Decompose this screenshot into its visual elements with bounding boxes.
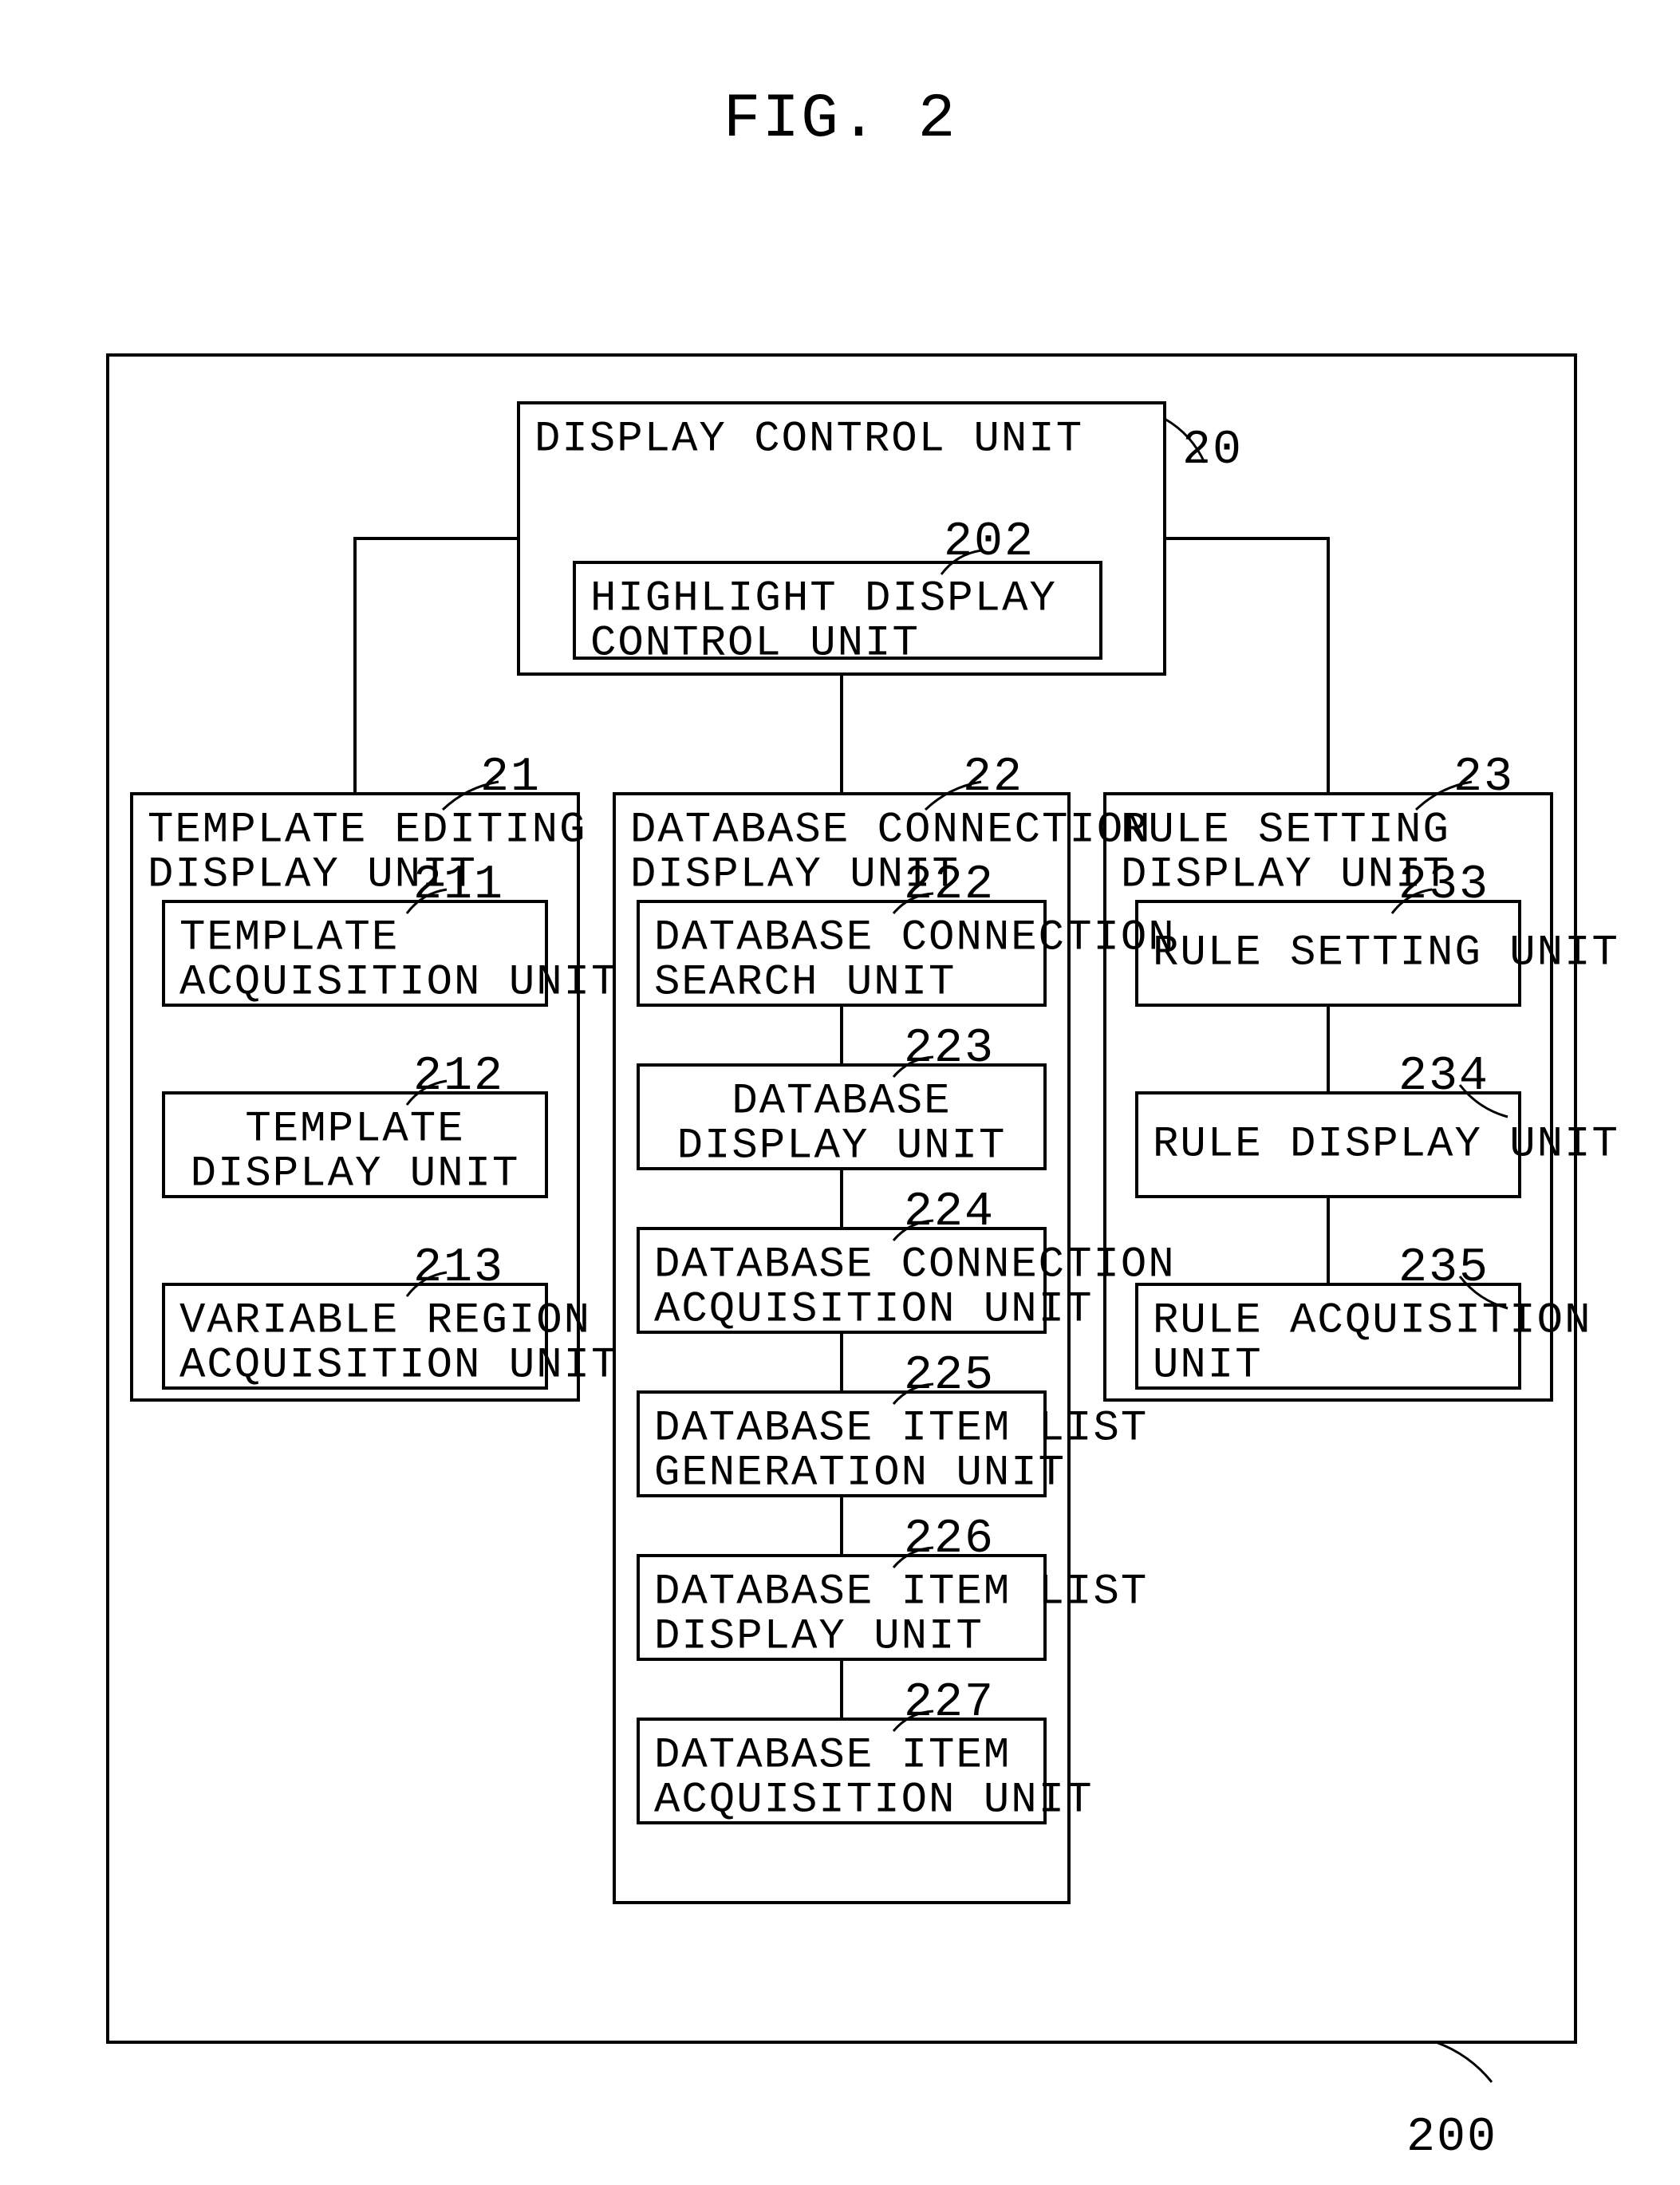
ref-224: 224 — [904, 1185, 995, 1240]
node-label-202-l1: CONTROL UNIT — [590, 620, 920, 669]
node-label-223-l0: DATABASE — [732, 1078, 951, 1126]
ref-233: 233 — [1398, 858, 1489, 913]
node-label-23-l0: RULE SETTING — [1121, 807, 1450, 855]
ref-20: 20 — [1182, 424, 1243, 478]
node-label-233-l0: RULE SETTING UNIT — [1153, 929, 1619, 978]
ref-235: 235 — [1398, 1241, 1489, 1296]
node-label-212-l1: DISPLAY UNIT — [191, 1150, 520, 1199]
node-label-234-l0: RULE DISPLAY UNIT — [1153, 1121, 1619, 1169]
node-label-22-l0: DATABASE CONNECTION — [630, 807, 1152, 855]
node-label-227-l0: DATABASE ITEM — [654, 1732, 1011, 1781]
node-label-235-l0: RULE ACQUISITION — [1153, 1297, 1591, 1346]
ref-202: 202 — [944, 515, 1035, 570]
node-label-226-l0: DATABASE ITEM LIST — [654, 1568, 1148, 1617]
ref-234: 234 — [1398, 1050, 1489, 1104]
ref-227: 227 — [904, 1676, 995, 1730]
ref-226: 226 — [904, 1513, 995, 1567]
node-label-235-l1: UNIT — [1153, 1342, 1263, 1390]
node-label-225-l1: GENERATION UNIT — [654, 1449, 1066, 1498]
ref-225: 225 — [904, 1349, 995, 1403]
node-label-211-l0: TEMPLATE — [179, 914, 399, 963]
ref-223: 223 — [904, 1022, 995, 1076]
node-label-21-l0: TEMPLATE EDITING — [148, 807, 586, 855]
node-label-213-l0: VARIABLE REGION — [179, 1297, 591, 1346]
node-label-226-l1: DISPLAY UNIT — [654, 1613, 984, 1662]
node-label-212-l0: TEMPLATE — [245, 1106, 464, 1154]
figure-title: FIG. 2 — [724, 85, 957, 155]
ref-23: 23 — [1453, 751, 1514, 805]
connector — [1165, 538, 1328, 794]
ref-21: 21 — [480, 751, 541, 805]
leader-line — [1436, 2042, 1492, 2082]
node-label-222-l0: DATABASE CONNECTION — [654, 914, 1176, 963]
ref-22: 22 — [963, 751, 1023, 805]
node-label-223-l1: DISPLAY UNIT — [677, 1122, 1007, 1171]
node-label-224-l0: DATABASE CONNECTION — [654, 1241, 1176, 1290]
node-label-227-l1: ACQUISITION UNIT — [654, 1777, 1093, 1825]
node-label-225-l0: DATABASE ITEM LIST — [654, 1405, 1148, 1453]
ref-200: 200 — [1406, 2111, 1497, 2165]
node-label-20-l0: DISPLAY CONTROL UNIT — [534, 416, 1083, 464]
node-label-222-l1: SEARCH UNIT — [654, 959, 956, 1008]
figure-svg: FIG. 2 200 DISPLAY CONTROL UNIT 20 HIGHLIGHT… — [0, 0, 1680, 2185]
ref-211: 211 — [413, 858, 504, 913]
node-label-224-l1: ACQUISITION UNIT — [654, 1286, 1093, 1335]
node-label-213-l1: ACQUISITION UNIT — [179, 1342, 618, 1390]
ref-212: 212 — [413, 1050, 504, 1104]
ref-213: 213 — [413, 1241, 504, 1296]
node-label-202-l0: HIGHLIGHT DISPLAY — [590, 575, 1057, 624]
node-label-211-l1: ACQUISITION UNIT — [179, 959, 618, 1008]
ref-222: 222 — [904, 858, 995, 913]
